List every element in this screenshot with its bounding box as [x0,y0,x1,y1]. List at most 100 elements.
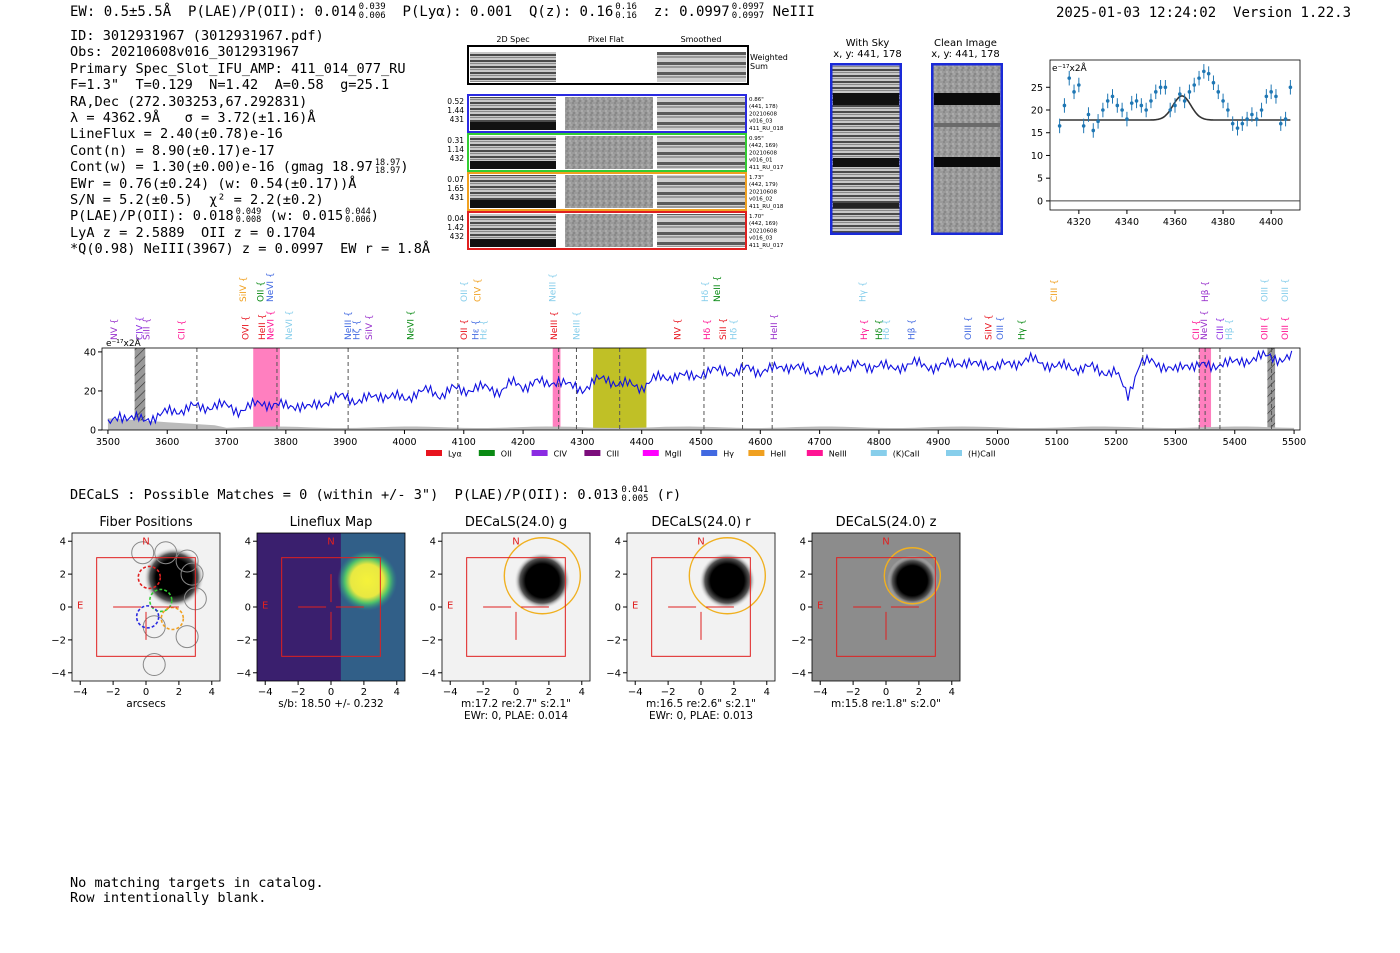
panel-x-tick-label: −4 [73,687,88,698]
panel-y-tick-label: −4 [791,668,806,679]
zoom-unit-label: e⁻¹⁷x2Å [1052,62,1088,74]
zoom-y-tick-label: 5 [1037,174,1043,185]
spectrum-line-label-group: CII { [1192,320,1202,340]
plae-hi: 0.039 [358,2,386,12]
footer-notes: No matching targets in catalog. Row inte… [70,876,324,906]
spectrum-line-label: NV { [673,319,683,340]
q-hi: 0.16 [615,2,637,12]
spectrum-line-label-group: NeVI { [266,310,276,340]
panel-x-tick-label: 2 [546,687,552,698]
info-plae-text: P(LAE)/P(OII): 0.018 [70,208,234,225]
aperture-ellipse [883,547,942,605]
fiber-circle [131,541,155,565]
spectrum-line-label-group: OII { [460,319,470,340]
spectrum-x-tick-label: 3600 [155,437,179,448]
spectrum-line-label-group: NV { [673,319,683,340]
decals-plae-hi: 0.041 [621,485,649,495]
panel-y-tick-label: 0 [800,603,806,614]
fiber-row-stat: 1.44 [447,106,464,115]
spectrum-line-label-group: OIII { [1281,278,1291,302]
panel-y-tick-label: 2 [800,570,806,581]
panel-y-tick-label: −4 [236,668,251,679]
fiber-row-meta: 1.70" [749,214,764,220]
legend-swatch [870,450,887,456]
spectrum-line-label-group: Hδ { [882,319,892,340]
spectrum-line-label-group: NeVI { [1200,310,1210,340]
spectrum-line-label: Hγ { [858,281,868,302]
cutout-col-title: Pixel Flat [588,35,624,44]
spectrum-x-tick-label: 4400 [630,437,654,448]
spectrum-line-label-group: SiII { [143,318,153,340]
imaging-panel-bg [442,533,590,681]
info-q: *Q(0.98) NeIII(3967) z = 0.0997 EW r = 1… [70,241,431,258]
zoom-data-point [1254,117,1259,121]
north-label: N [512,537,519,548]
spectrum-line-label-group: HeII { [258,314,268,340]
spectrum-x-tick-label: 4900 [926,437,950,448]
zoom-data-point [1163,85,1168,90]
panel-caption: arcsecs [126,698,165,710]
spectrum-line-label-group: SiIV { [365,314,375,340]
fiber-row-meta: 411_RU_017 [749,165,784,171]
zoom-data-point [1062,103,1067,108]
fiber-row-stat: 0.04 [447,214,464,223]
spectrum-line-label: CII { [178,320,188,340]
spectrum-line-label: Hε { [479,320,489,340]
legend-swatch [748,450,765,456]
fiber-row-meta: 20210608 [749,189,777,195]
panel-caption: EWr: 0, PLAE: 0.014 [464,710,568,722]
legend-swatch [701,450,718,456]
info-lineflux: LineFlux = 2.40(±0.78)e-16 [70,126,283,143]
legend-swatch [946,450,962,456]
info-plae: P(LAE)/P(OII): 0.018 0.049 0.008 (w: 0.015… [70,207,430,225]
zoom-data-point [1067,76,1072,80]
imaging-panel-title: DECaLS(24.0) r [651,515,751,530]
fiber-row-meta: (442, 169) [749,143,778,149]
spectrum-x-tick-label: 5100 [1045,437,1069,448]
gmag-lo: 18.97 [374,166,401,177]
fiber-row-stat: 0.52 [447,97,464,106]
spectrum-line-label: Hζ { [352,320,362,340]
spectrum-x-tick-label: 5500 [1282,437,1306,448]
panel-y-tick-label: −4 [421,668,436,679]
zoom-data-point [1283,117,1288,121]
panel-x-tick-label: −2 [106,687,121,698]
spectrum-line-label-group: NeIII { [573,311,583,340]
east-label: E [817,601,823,612]
panel-y-tick-label: 2 [245,570,251,581]
fiber-row-meta: (442, 179) [749,182,778,188]
lineflux-blob [337,550,398,611]
legend-label: OII [501,450,512,459]
fiber-row-smooth [657,97,745,130]
spectrum-line-label: SiIV { [365,314,375,340]
fiber-row-gap [470,200,556,208]
fiber-row-gap [470,239,556,247]
spectrum-x-tick-label: 3500 [96,437,120,448]
info-contw: Cont(w) = 1.30(±0.00)e-16 (gmag 18.97 18.… [70,159,430,177]
spectrum-line-label: CII { [1192,320,1202,340]
fiber-row-smooth [657,136,745,169]
spectrum-line-label: SiIV { [239,276,249,302]
weighted-sum-spec [470,52,556,82]
imaging-panel-title: DECaLS(24.0) g [465,515,567,530]
info-plae-hi: 0.049 [235,207,262,218]
fiber-row-meta: v016_03 [749,236,773,242]
legend-label: MgII [665,450,682,459]
spectrum-x-tick-label: 5200 [1104,437,1128,448]
decals-summary-text: DECaLS : Possible Matches = 0 (within +/… [70,487,619,503]
info-obs: Obs: 20210608v016_3012931967 [70,44,300,61]
spectrum-line-label-group: OII { [256,281,266,302]
plya-value: P(Lyα): 0.001 [402,4,513,20]
spectrum-line-label-group: Hβ { [908,319,918,340]
spectrum-line-label: NeVI { [285,310,295,340]
spectrum-line-label-group: NeVI { [406,310,416,340]
zoom-data-point [1125,117,1129,121]
zoom-data-point [1274,94,1278,99]
decals-summary-band: (r) [656,487,682,503]
zoom-data-point [1221,99,1225,103]
with-sky-label: With Sky [845,38,890,49]
fiber-row-meta: 411_RU_018 [749,204,784,210]
panel-y-tick-label: −4 [51,668,66,679]
spectrum-line-label-group: CII { [178,320,188,340]
spectrum-line-label: Hγ { [860,319,870,340]
